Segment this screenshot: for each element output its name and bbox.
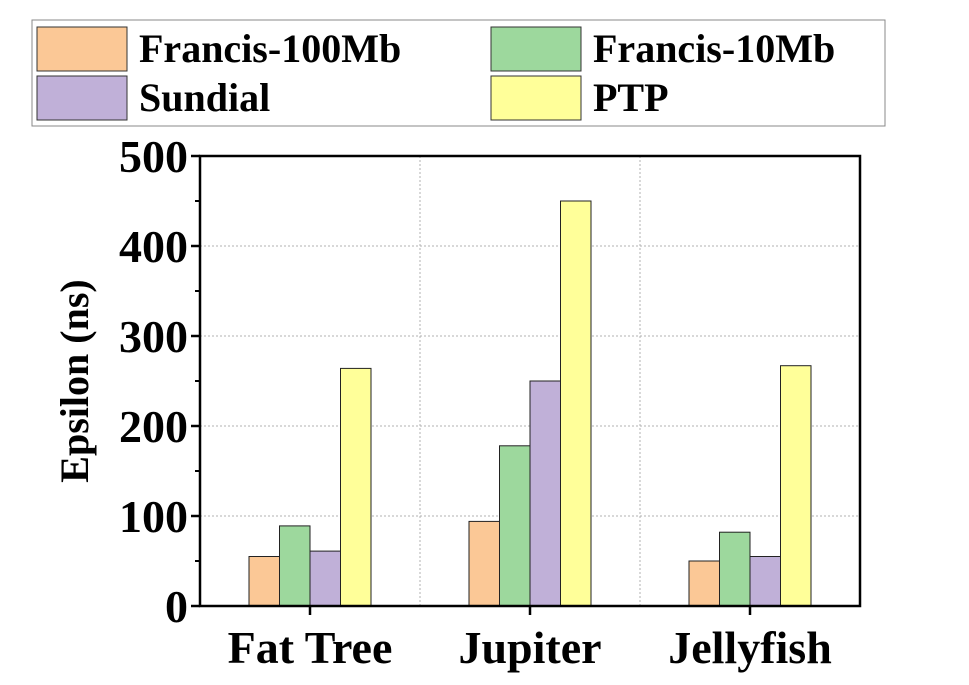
y-tick-label: 400 xyxy=(119,221,188,272)
y-axis: 0 100 200 300 400 500 xyxy=(119,131,200,632)
bar xyxy=(309,550,341,607)
y-tick-label: 300 xyxy=(119,311,188,362)
legend-swatch xyxy=(36,26,128,72)
bar xyxy=(719,531,751,607)
bar xyxy=(780,365,812,607)
bar xyxy=(688,560,720,607)
bar xyxy=(529,380,561,607)
y-axis-label: Epsilon (ns) xyxy=(52,279,97,482)
legend-label: PTP xyxy=(593,75,669,120)
y-tick-label: 0 xyxy=(165,581,188,632)
legend-swatch xyxy=(490,26,582,72)
y-tick-label: 100 xyxy=(119,491,188,542)
legend-swatch xyxy=(490,75,582,121)
y-tick-label: 200 xyxy=(119,401,188,452)
x-tick-label: Jupiter xyxy=(458,622,601,673)
bar xyxy=(749,556,781,607)
legend-label: Sundial xyxy=(139,75,270,120)
bar xyxy=(468,520,500,607)
legend-label: Francis-10Mb xyxy=(593,26,835,71)
y-tick-label: 500 xyxy=(119,131,188,182)
x-tick-label: Fat Tree xyxy=(228,622,393,673)
legend-label: Francis-100Mb xyxy=(139,26,401,71)
x-axis: Fat Tree Jupiter Jellyfish xyxy=(228,606,832,673)
x-tick-label: Jellyfish xyxy=(668,622,832,673)
bar xyxy=(340,367,372,607)
bar xyxy=(248,556,280,607)
bar xyxy=(560,200,592,607)
legend-frame xyxy=(31,19,886,127)
legend: Francis-100Mb Francis-10Mb Sundial PTP xyxy=(31,19,886,127)
bar xyxy=(499,445,531,607)
bars xyxy=(248,200,812,607)
bar xyxy=(279,525,311,607)
legend-swatch xyxy=(36,75,128,121)
plot-area: 0 100 200 300 400 500 Fat Tree Jupiter Jellyfis… xyxy=(119,131,862,673)
